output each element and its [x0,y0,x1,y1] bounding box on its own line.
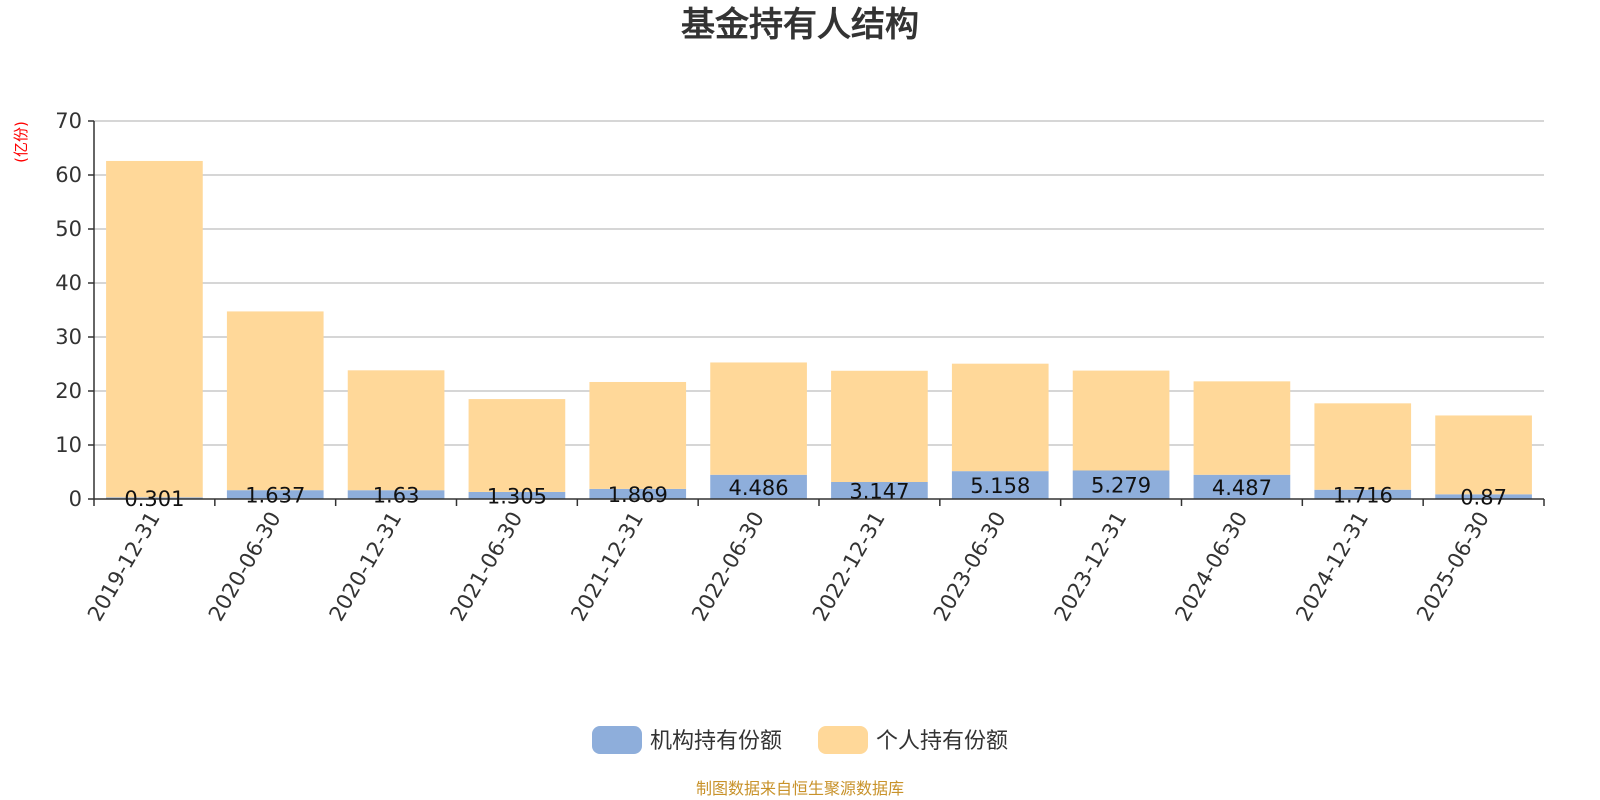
data-label-institutional: 5.279 [1091,474,1151,498]
bar-institutional [468,491,566,499]
bar-institutional [106,497,203,499]
bar-institutional [1314,489,1412,499]
x-tick-label: 2023-12-31 [1050,508,1132,626]
x-tick-label: 2021-06-30 [445,508,527,626]
bar-institutional [1193,474,1291,499]
y-tick-label: 0 [69,487,82,511]
legend: 机构持有份额 个人持有份额 [592,726,1008,754]
data-label-institutional: 1.869 [608,483,668,507]
x-tick-label: 2020-12-31 [325,508,407,626]
bar-individual [1072,370,1170,471]
data-label-institutional: 5.158 [970,474,1030,498]
data-label-institutional: 4.486 [729,476,789,500]
bars [106,160,1532,499]
bar-institutional [226,490,324,499]
y-tick-label: 30 [55,325,82,349]
x-tick-label: 2021-12-31 [566,508,648,626]
bar-individual [347,370,445,491]
x-tick-label: 2022-06-30 [687,508,769,626]
bar-individual [1435,415,1532,495]
data-label-institutional: 4.487 [1212,476,1272,500]
bar-individual [951,363,1049,472]
grid-lines [94,120,1544,446]
x-tick-label: 2019-12-31 [83,508,165,626]
legend-swatch [818,726,868,754]
bar-institutional [710,474,807,499]
data-label-institutional: 1.637 [245,484,305,508]
legend-label: 个人持有份额 [876,729,1008,754]
y-axis-unit: (亿份) [12,121,30,163]
y-axis-tick-labels: 0 10 20 30 40 50 60 70 [55,109,82,511]
x-tick-label: 2020-06-30 [204,508,286,626]
bar-individual [1193,381,1291,475]
x-tick-label: 2022-12-31 [808,508,890,626]
data-label-institutional: 0.301 [124,487,184,511]
data-source-note: 制图数据来自恒生聚源数据库 [696,779,904,798]
axes [88,120,1545,506]
bar-individual [589,381,687,489]
data-label-institutional: 1.305 [487,484,547,508]
y-tick-label: 50 [55,217,82,241]
bar-individual [106,160,203,498]
x-tick-label: 2025-06-30 [1412,508,1494,626]
bar-institutional [831,482,928,499]
y-tick-label: 20 [55,379,82,403]
data-label-institutional: 3.147 [849,480,909,504]
bar-individual [226,311,324,491]
x-axis-tick-labels: 2019-12-31 2020-06-30 2020-12-31 2021-06-30… [83,508,1494,626]
data-label-institutional: 0.87 [1460,486,1507,510]
bar-individual [1314,403,1412,490]
bar-institutional [347,490,445,499]
x-tick-label: 2024-12-31 [1291,508,1373,626]
chart-title: 基金持有人结构 [681,5,919,45]
data-labels: 0.301 1.637 1.63 1.305 1.869 4.486 3.147 5.158 5… [124,474,1507,511]
bar-individual [831,370,928,483]
y-tick-label: 40 [55,271,82,295]
bar-institutional [589,488,687,499]
bar-individual [710,362,807,475]
x-tick-label: 2023-06-30 [929,508,1011,626]
y-tick-label: 70 [55,109,82,133]
bar-institutional [1435,494,1532,499]
legend-swatch [592,726,642,754]
legend-label: 机构持有份额 [650,729,782,754]
x-tick-label: 2024-06-30 [1170,508,1252,626]
bar-individual [468,399,566,492]
bar-institutional [1072,470,1170,499]
y-tick-label: 10 [55,433,82,457]
y-tick-label: 60 [55,163,82,187]
data-label-institutional: 1.63 [373,484,420,508]
data-label-institutional: 1.716 [1333,483,1393,507]
bar-institutional [951,471,1049,499]
